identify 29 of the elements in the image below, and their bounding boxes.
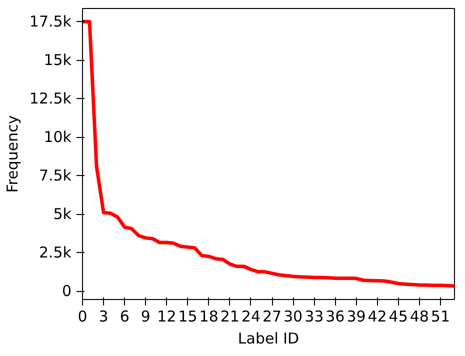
x-tick-label: 45 — [388, 308, 408, 326]
y-tick-label: 17.5k — [29, 12, 72, 31]
x-tick-label: 18 — [199, 308, 218, 326]
y-tick-label: 0 — [62, 282, 72, 300]
x-tick-label: 30 — [284, 308, 303, 326]
x-tick-label: 3 — [98, 308, 108, 326]
x-tick-label: 42 — [368, 308, 387, 326]
line-series — [82, 20, 454, 288]
x-tick-label: 27 — [262, 308, 282, 326]
x-tick-label: 33 — [304, 308, 324, 326]
x-tick-label: 36 — [326, 308, 345, 326]
x-tick-label: 48 — [410, 308, 429, 326]
x-tick-label: 39 — [346, 308, 366, 326]
y-axis-title: Frequency — [3, 115, 22, 193]
x-tick-label: 15 — [178, 308, 198, 326]
y-tick-label: 7.5k — [38, 166, 72, 185]
x-tick-label: 51 — [430, 308, 450, 326]
x-tick-label: 6 — [120, 308, 130, 326]
x-tick-label: 24 — [241, 308, 261, 326]
x-axis-title: Label ID — [238, 330, 300, 348]
y-tick-label: 15k — [44, 51, 72, 70]
y-tick-label: 10k — [44, 128, 72, 146]
y-tick-label: 12.5k — [29, 90, 72, 108]
y-tick-label: 5k — [53, 205, 72, 224]
x-tick-label: 12 — [157, 308, 176, 326]
x-tick-label: 0 — [78, 308, 88, 326]
x-tick-label: 9 — [140, 308, 150, 326]
x-tick-label: 21 — [220, 308, 240, 326]
y-tick-label: 2.5k — [38, 244, 72, 262]
